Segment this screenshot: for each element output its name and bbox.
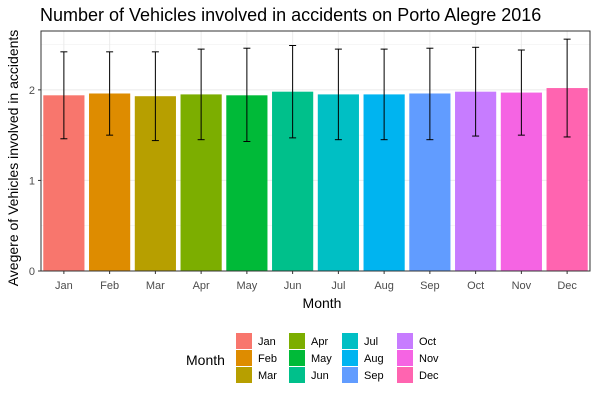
x-tick-label: Mar [146, 280, 165, 292]
x-tick-label: Sep [420, 280, 440, 292]
x-tick-label: Oct [467, 280, 484, 292]
error-bar-jul [334, 48, 342, 141]
x-tick-label: Jun [284, 280, 302, 292]
legend-label-sep: Sep [364, 370, 384, 382]
legend-label-jul: Jul [364, 336, 378, 348]
legend-label-dec: Dec [419, 370, 439, 382]
legend-title: Month [186, 352, 225, 368]
legend-key-jul [342, 333, 358, 349]
x-tick-label: Apr [193, 280, 210, 292]
error-bar-dec [563, 38, 571, 138]
y-tick-label: 0 [29, 266, 35, 278]
legend-key-aug [342, 350, 358, 366]
error-bar-sep [426, 47, 434, 141]
x-tick-label: Jan [55, 280, 73, 292]
error-bar-apr [197, 48, 205, 141]
x-tick-label: Nov [512, 280, 532, 292]
legend-label-may: May [311, 353, 332, 365]
x-tick-label: May [236, 280, 257, 292]
legend-label-feb: Feb [258, 353, 277, 365]
x-tick-label: Jul [331, 280, 345, 292]
legend-key-feb [236, 350, 252, 366]
legend-label-aug: Aug [364, 353, 384, 365]
legend-label-jun: Jun [311, 370, 329, 382]
legend-key-dec [397, 367, 413, 383]
x-tick-label: Aug [374, 280, 394, 292]
y-tick-label: 2 [29, 85, 35, 97]
legend-key-sep [342, 367, 358, 383]
error-bar-oct [472, 46, 480, 137]
error-bar-may [243, 47, 251, 142]
y-axis-title: Avegere of Vehicles involved in accident… [5, 30, 21, 287]
legend-label-mar: Mar [258, 370, 277, 382]
legend-label-apr: Apr [311, 336, 328, 348]
legend-key-jun [289, 367, 305, 383]
legend-key-mar [236, 367, 252, 383]
error-bar-mar [151, 51, 159, 142]
error-bar-feb [106, 51, 114, 136]
legend-key-nov [397, 350, 413, 366]
error-bar-aug [380, 48, 388, 141]
legend-label-jan: Jan [258, 336, 276, 348]
error-bar-jun [289, 44, 297, 139]
legend-key-oct [397, 333, 413, 349]
error-bar-nov [517, 49, 525, 136]
plot-area: 0 1 2 Jan Feb Mar Apr May Jun Jul Aug Sep Oct Nov Dec [29, 30, 591, 292]
error-bar-jan [60, 51, 68, 140]
legend-key-apr [289, 333, 305, 349]
y-tick-label: 1 [29, 175, 35, 187]
plot-border [40, 30, 591, 272]
legend-label-nov: Nov [419, 353, 439, 365]
legend: Month Jan Feb Mar Apr May Jun Jul Aug Sep Oct Nov D… [186, 333, 439, 383]
legend-key-jan [236, 333, 252, 349]
chart-title: Number of Vehicles involved in accidents… [40, 5, 541, 25]
x-tick-label: Dec [557, 280, 577, 292]
x-axis-title: Month [303, 295, 342, 311]
legend-label-oct: Oct [419, 336, 436, 348]
plot-background [41, 31, 590, 271]
x-tick-label: Feb [100, 280, 119, 292]
legend-key-may [289, 350, 305, 366]
